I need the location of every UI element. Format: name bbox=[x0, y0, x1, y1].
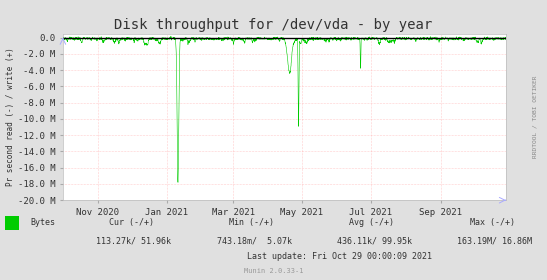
Text: Munin 2.0.33-1: Munin 2.0.33-1 bbox=[244, 269, 303, 274]
Text: Max (-/+): Max (-/+) bbox=[470, 218, 515, 227]
Text: Disk throughput for /dev/vda - by year: Disk throughput for /dev/vda - by year bbox=[114, 18, 433, 32]
Text: 436.11k/ 99.95k: 436.11k/ 99.95k bbox=[332, 236, 412, 245]
Text: Last update: Fri Oct 29 00:00:09 2021: Last update: Fri Oct 29 00:00:09 2021 bbox=[247, 252, 432, 261]
Text: Cur (-/+): Cur (-/+) bbox=[109, 218, 154, 227]
Text: Bytes: Bytes bbox=[30, 218, 55, 227]
Text: Avg (-/+): Avg (-/+) bbox=[350, 218, 394, 227]
Y-axis label: Pr second read (-) / write (+): Pr second read (-) / write (+) bbox=[6, 48, 15, 186]
Text: RRDTOOL / TOBI OETIKER: RRDTOOL / TOBI OETIKER bbox=[532, 76, 538, 158]
Text: 113.27k/ 51.96k: 113.27k/ 51.96k bbox=[91, 236, 171, 245]
Text: Min (-/+): Min (-/+) bbox=[229, 218, 274, 227]
Text: 163.19M/ 16.86M: 163.19M/ 16.86M bbox=[452, 236, 532, 245]
Text: 743.18m/  5.07k: 743.18m/ 5.07k bbox=[212, 236, 292, 245]
